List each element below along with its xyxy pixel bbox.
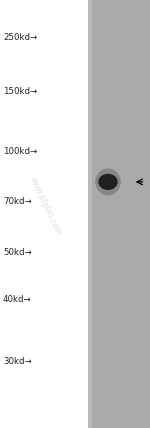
Bar: [0, 0, 88, 428]
Ellipse shape: [98, 174, 118, 190]
Text: 100kd→: 100kd→: [3, 147, 37, 157]
Text: 70kd→: 70kd→: [3, 196, 32, 206]
Text: 250kd→: 250kd→: [3, 33, 37, 42]
Text: 150kd→: 150kd→: [3, 86, 37, 96]
Text: 40kd→: 40kd→: [3, 295, 32, 304]
Text: 30kd→: 30kd→: [3, 357, 32, 366]
Text: 50kd→: 50kd→: [3, 248, 32, 257]
Ellipse shape: [95, 169, 121, 195]
Text: www.ptglab.com: www.ptglab.com: [27, 175, 63, 236]
Bar: [88, 0, 150, 428]
Bar: [88, 0, 92, 428]
